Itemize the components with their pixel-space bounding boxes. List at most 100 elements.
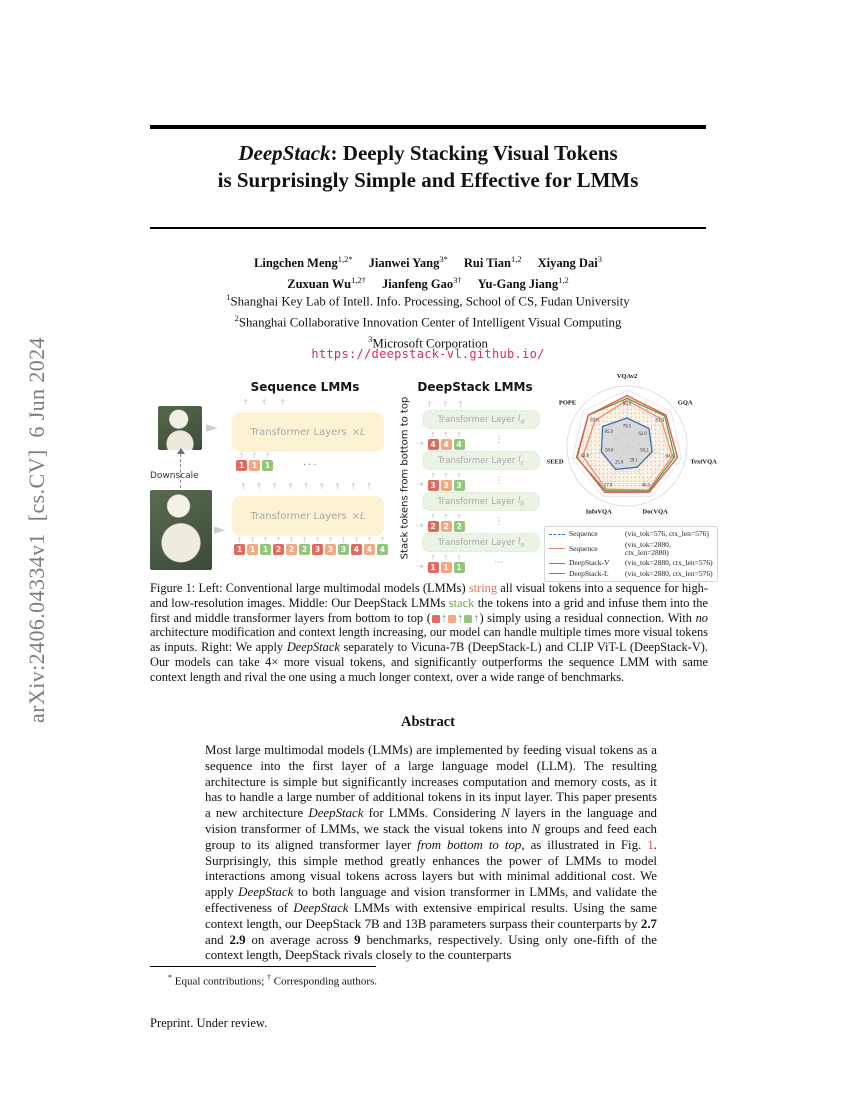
token-square-icon <box>448 614 457 623</box>
up-arrow-icon: ↑ <box>457 610 464 625</box>
transformer-layer-label: Transformer Layer <box>437 537 516 548</box>
high-res-image <box>150 490 212 570</box>
abstract-text: Most large multimodal models (LMMs) are … <box>205 743 658 963</box>
up-arrow-icon: ↑ <box>260 398 268 407</box>
radar-axis-label: InfoVQA <box>586 509 612 516</box>
author-affiliation-marker: 1,2 <box>558 275 569 286</box>
radar-outer-value: 64.5 <box>666 454 675 459</box>
legend-series-name: DeepStack-V <box>569 558 610 567</box>
vertical-dots: ⋮ <box>494 476 504 486</box>
author-affiliation-marker: 1,2† <box>351 275 366 286</box>
dashed-arrow-icon: ⇢ <box>416 562 424 572</box>
up-arrow-icon: ↑ <box>240 482 247 491</box>
author-name: Rui Tian1,2 <box>463 254 522 271</box>
legend-swatch-line <box>549 573 565 574</box>
low-res-token-row: ↑ 1 ↑ 1 ↑ 1 ··· <box>236 452 319 471</box>
paper-title-brand: DeepStack <box>238 141 331 165</box>
visual-token: ↑ 2 <box>440 513 452 532</box>
figure-reference-link[interactable]: 1 <box>647 837 654 852</box>
visual-token: ↑ 3 <box>338 536 349 555</box>
radar-inner-value: 62.0 <box>638 432 647 437</box>
visual-token-square: 1 <box>234 544 245 555</box>
up-arrow-icon: ↑ <box>473 610 480 625</box>
legend-series-spec: (vis_tok=2880, ctx_len=2880) <box>625 539 671 557</box>
up-arrow-icon: ↑ <box>301 536 308 544</box>
radar-inner-value: 58.2 <box>640 448 649 453</box>
radar-axis-label: DocVQA <box>643 509 669 516</box>
visual-token: ↑ 2 <box>286 536 297 555</box>
visual-token-square: 1 <box>236 460 247 471</box>
visual-token-square: 4 <box>377 544 388 555</box>
up-arrow-icon: ↑ <box>366 536 373 544</box>
up-arrow-icon: ↑ <box>443 431 449 439</box>
arxiv-stamp: arXiv:2406.04334v1 [cs.CV] 6 Jun 2024 <box>24 337 49 723</box>
output-arrows: ↑ ↑ ↑ <box>426 400 542 409</box>
legend-item: DeepStack-V (vis_tok=2880, ctx_len=576) <box>549 559 713 567</box>
visual-token: ↑ 3 <box>440 472 452 491</box>
layer-index-label: lb <box>517 495 525 508</box>
visual-token-square: 2 <box>273 544 284 555</box>
visual-token: ↑ 1 <box>453 554 465 573</box>
visual-token-square: 1 <box>249 460 260 471</box>
up-arrow-icon: ↑ <box>327 536 334 544</box>
up-arrow-icon: ↑ <box>443 554 449 562</box>
visual-token: ↑ 2 <box>453 513 465 532</box>
legend-swatch-line <box>549 562 565 564</box>
affiliation-line: 1Shanghai Key Lab of Intell. Info. Proce… <box>226 292 630 309</box>
token-square-icon <box>464 614 473 623</box>
up-arrow-icon: ↑ <box>340 536 347 544</box>
radar-spoke <box>602 445 628 497</box>
transformer-layer-label: Transformer Layer <box>437 414 515 425</box>
visual-token-square: 3 <box>427 480 439 491</box>
radar-inner-value: 25.8 <box>615 461 624 466</box>
up-arrow-icon: ↑ <box>443 472 449 480</box>
radar-axis-label: VQAv2 <box>617 373 637 380</box>
visual-token: ↑ 1 <box>260 536 271 555</box>
radar-gridline <box>572 389 682 497</box>
visual-token-square: 1 <box>247 544 258 555</box>
footnote-rule <box>150 966 376 967</box>
affiliation-line: 2Shanghai Collaborative Innovation Cente… <box>234 312 622 330</box>
dashed-arrow-icon: ⇢ <box>416 480 424 490</box>
up-arrow-icon: ↑ <box>379 536 386 544</box>
author-name: Xiyang Dai3 <box>537 254 602 271</box>
author-affiliation-marker: 3* <box>439 254 448 264</box>
legend-swatch-line <box>549 533 565 535</box>
legend-item: Sequence (vis_tok=576, ctx_len=576) <box>549 530 713 538</box>
stacked-token-row: ⇢ ↑ 4 ↑ 4 ↑ 4 ⋮ <box>416 430 542 450</box>
deepstack-lmms-panel: DeepStack LMMs Stack tokens from bottom … <box>400 376 542 578</box>
abstract-heading: Abstract <box>401 714 455 730</box>
layer-index-label: ld <box>517 413 525 426</box>
title-rule-top <box>150 125 706 129</box>
sequence-lmms-panel: Sequence LMMs Downscale ► ► ↑ ↑ ↑ Transfor… <box>150 376 402 578</box>
visual-token-square: 1 <box>440 562 452 573</box>
deepstack-lmms-title: DeepStack LMMs <box>417 380 533 394</box>
visual-token: ↑ 1 <box>262 452 273 471</box>
visual-token-square: 1 <box>427 562 439 573</box>
paper-title-line2: is Surprisingly Simple and Effective for… <box>217 168 639 192</box>
visual-token: ↑ 4 <box>377 536 388 555</box>
up-arrow-icon: ↑ <box>365 482 373 491</box>
visual-token: ↑ 1 <box>249 452 260 471</box>
radar-outer-value: 87.6 <box>590 419 599 424</box>
visual-token: ↑ 4 <box>351 536 362 555</box>
right-arrow-icon: ► <box>206 418 218 436</box>
affiliations-block: 1Shanghai Key Lab of Intell. Info. Proce… <box>150 289 706 351</box>
visual-token-square: 3 <box>440 480 452 491</box>
figure-1-illustration: Sequence LMMs Downscale ► ► ↑ ↑ ↑ Transfor… <box>150 373 718 582</box>
up-arrow-icon: ↑ <box>334 482 341 491</box>
output-arrows: ↑ ↑ ↑ ↑ ↑ ↑ ↑ ↑ ↑ <box>240 482 372 491</box>
up-arrow-icon: ↑ <box>275 536 282 544</box>
visual-token: ↑ 2 <box>299 536 310 555</box>
ellipsis: ··· <box>303 460 319 471</box>
visual-token: ↑ 4 <box>364 536 375 555</box>
downscale-label: Downscale <box>150 471 199 481</box>
visual-token-square: 4 <box>453 439 465 450</box>
author-affiliation-marker: 1,2* <box>337 254 353 264</box>
visual-token-square: 3 <box>312 544 323 555</box>
visual-token: ↑ 4 <box>453 431 465 450</box>
radar-axis-label: TextVQA <box>690 459 717 466</box>
up-arrow-icon: ↑ <box>302 482 310 491</box>
project-url-link[interactable]: https://deepstack-vl.github.io/ <box>311 347 545 361</box>
